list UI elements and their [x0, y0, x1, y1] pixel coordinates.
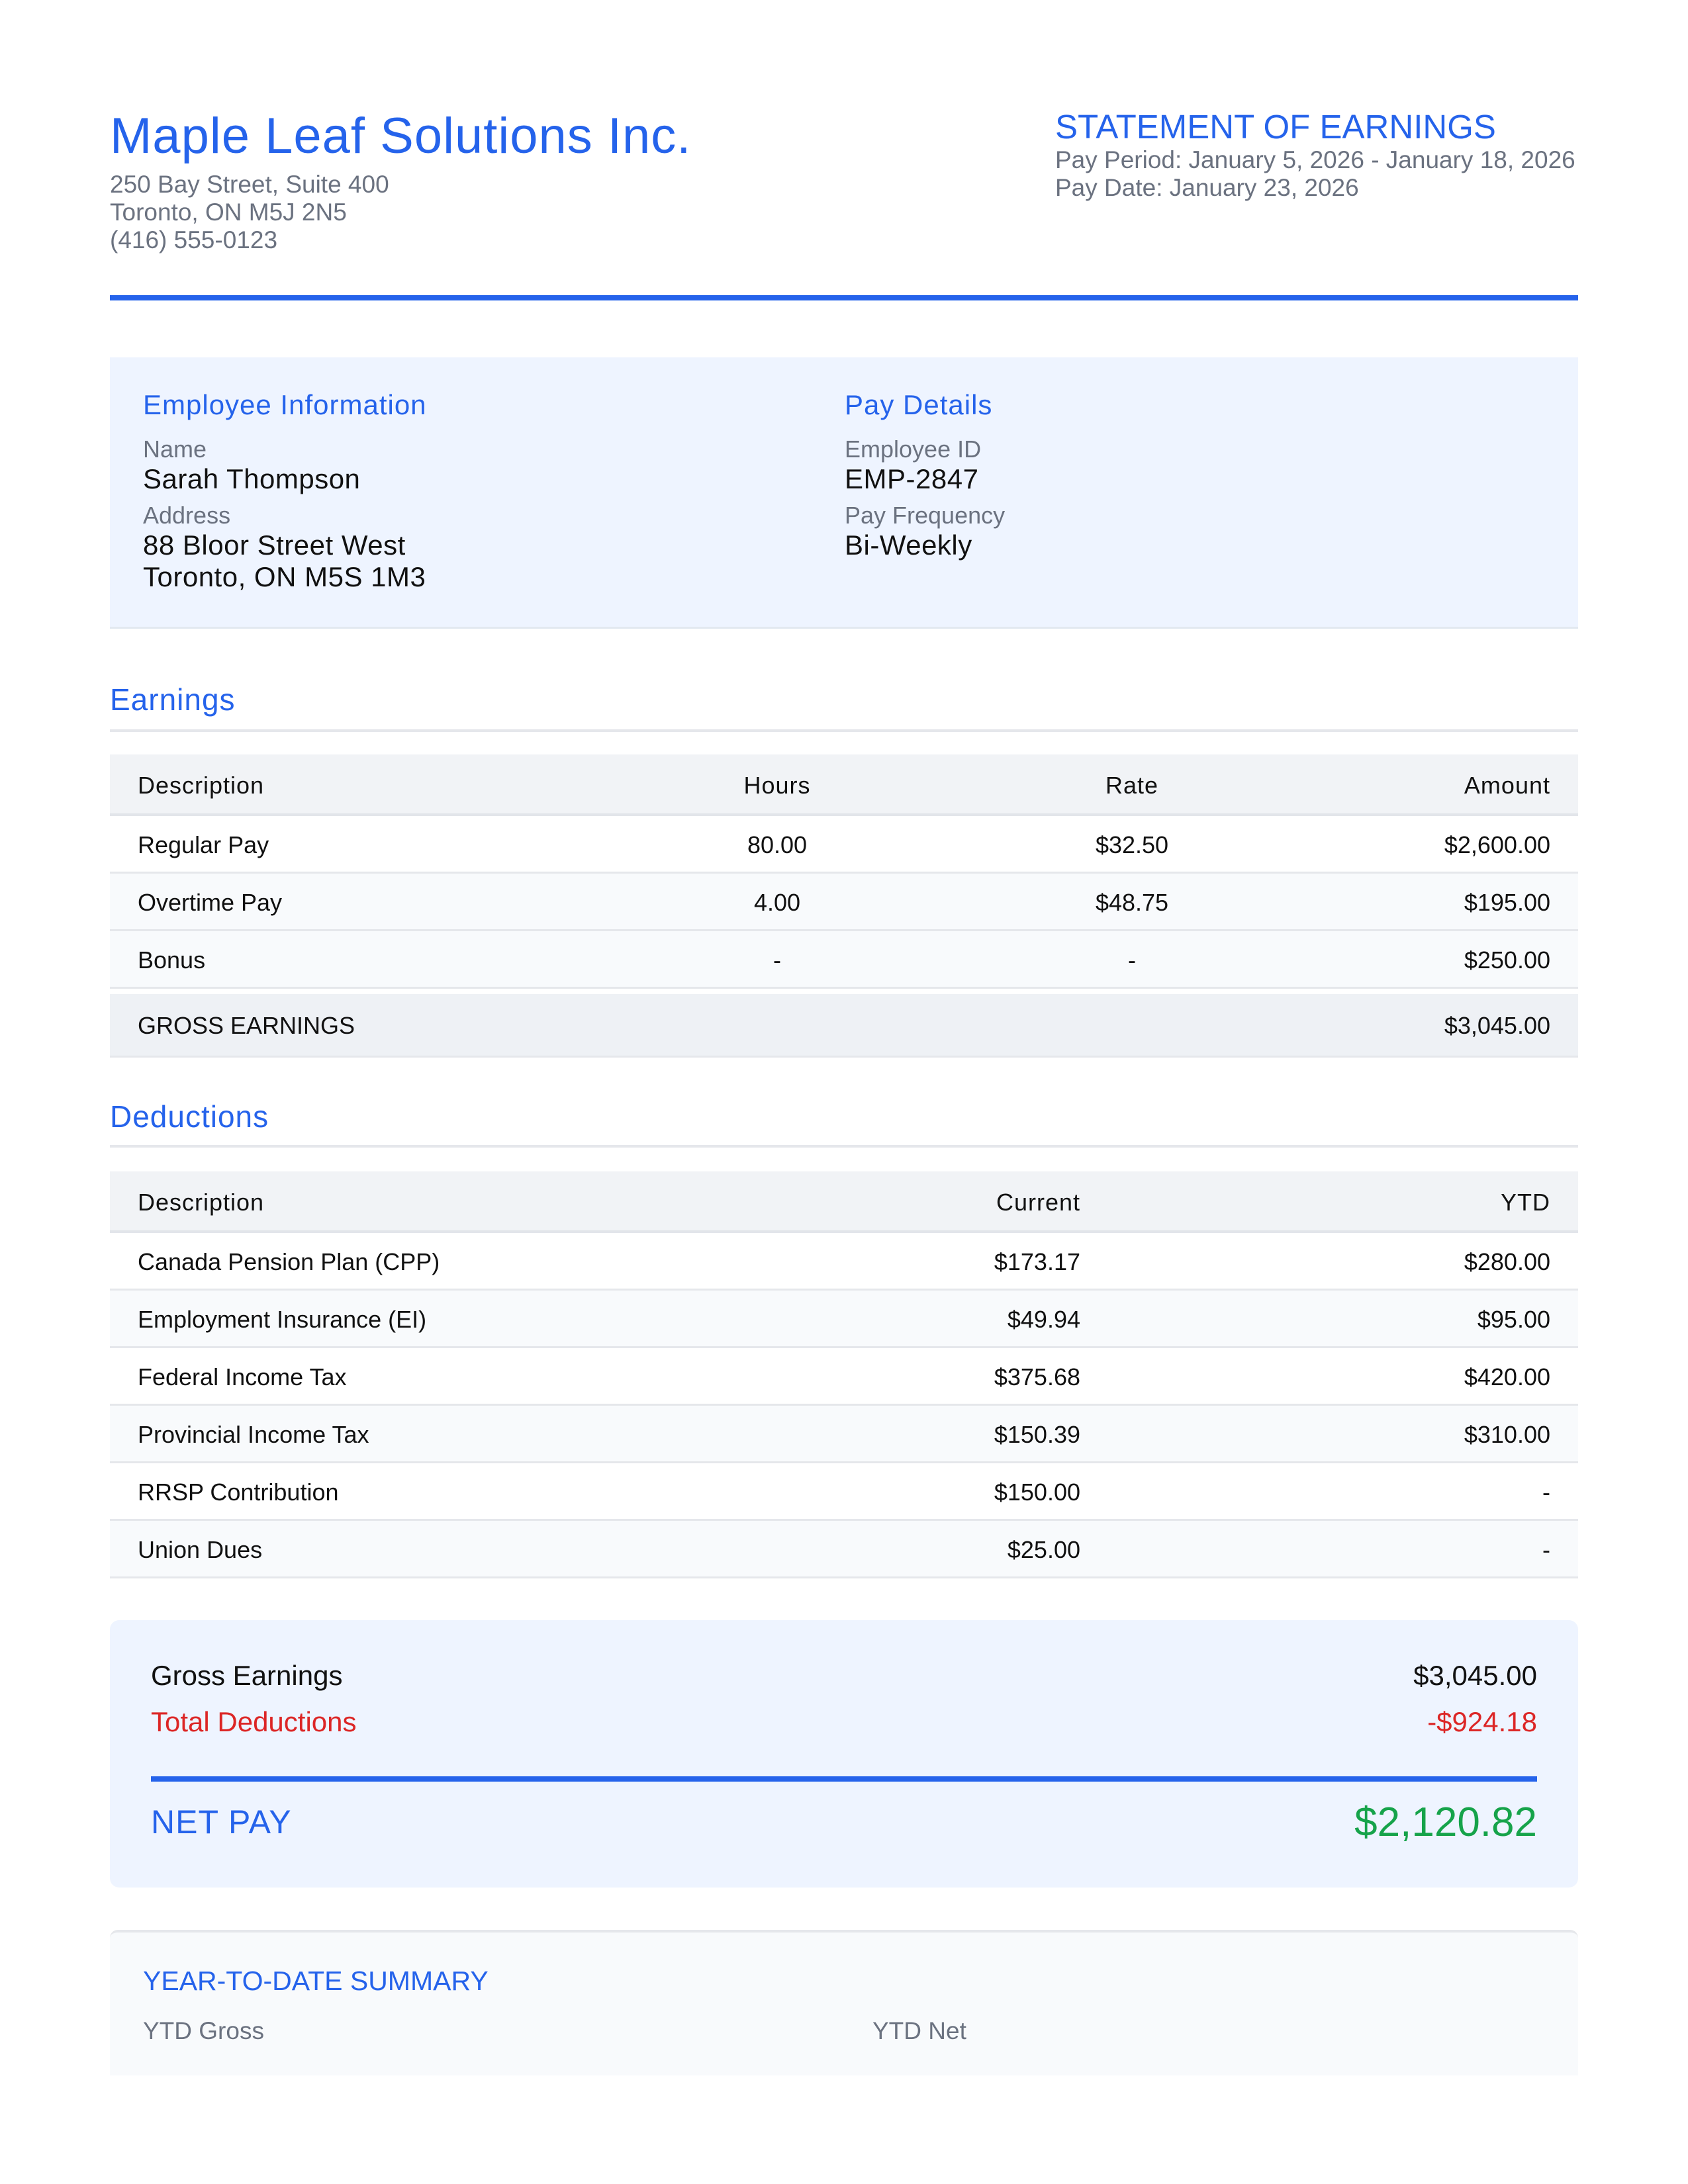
- deduction-current: $49.94: [1007, 1306, 1080, 1333]
- table-row: Overtime Pay 4.00 $48.75 $195.00: [110, 874, 1578, 931]
- deduction-ytd: $280.00: [1464, 1248, 1550, 1275]
- gross-earnings-row: GROSS EARNINGS $3,045.00: [110, 994, 1578, 1058]
- deduction-ytd: $310.00: [1464, 1421, 1550, 1448]
- summary-gross-value: $3,045.00: [1413, 1660, 1537, 1691]
- earnings-col-rate: Rate: [1105, 772, 1159, 799]
- earning-description: Overtime Pay: [138, 889, 283, 916]
- pay-details-heading: Pay Details: [845, 389, 993, 420]
- ytd-net-label: YTD Net: [872, 2017, 966, 2044]
- earning-rate: $32.50: [1095, 831, 1169, 858]
- earnings-col-amount: Amount: [1464, 772, 1550, 799]
- deduction-description: Canada Pension Plan (CPP): [138, 1248, 440, 1275]
- earning-amount: $195.00: [1464, 889, 1550, 916]
- employee-information: Employee Information Name Sarah Thompson…: [143, 389, 427, 600]
- earnings-col-description: Description: [138, 772, 265, 799]
- table-row: Federal Income Tax $375.68 $420.00: [110, 1348, 1578, 1406]
- table-row: Provincial Income Tax $150.39 $310.00: [110, 1406, 1578, 1463]
- deductions-col-current: Current: [996, 1189, 1080, 1216]
- company-address: 250 Bay Street, Suite 400 Toronto, ON M5…: [110, 171, 389, 254]
- earnings-header-row: Description Hours Rate Amount: [110, 754, 1578, 816]
- deduction-current: $25.00: [1007, 1536, 1080, 1563]
- statement-header: Maple Leaf Solutions Inc. 250 Bay Street…: [110, 0, 1578, 301]
- address-label: Address: [143, 502, 231, 529]
- earning-hours: 4.00: [753, 889, 801, 916]
- deduction-description: Federal Income Tax: [138, 1363, 347, 1390]
- statement-info: STATEMENT OF EARNINGS Pay Period: Januar…: [1055, 107, 1575, 202]
- earning-hours: 80.00: [747, 831, 808, 858]
- deduction-current: $375.68: [994, 1363, 1080, 1390]
- deductions-col-ytd: YTD: [1501, 1189, 1550, 1216]
- employee-address-line2: Toronto, ON M5S 1M3: [143, 561, 426, 592]
- table-row: Employment Insurance (EI) $49.94 $95.00: [110, 1291, 1578, 1348]
- deduction-description: Provincial Income Tax: [138, 1421, 369, 1448]
- earnings-divider: [110, 729, 1578, 732]
- deduction-current: $150.00: [994, 1479, 1080, 1506]
- ytd-gross-label: YTD Gross: [143, 2017, 264, 2044]
- employee-address-line1: 88 Bloor Street West: [143, 529, 406, 561]
- employee-info-panel: Employee Information Name Sarah Thompson…: [110, 357, 1578, 629]
- table-row: Regular Pay 80.00 $32.50 $2,600.00: [110, 816, 1578, 874]
- employee-info-heading: Employee Information: [143, 389, 427, 420]
- deduction-current: $150.39: [994, 1421, 1080, 1448]
- table-row: Canada Pension Plan (CPP) $173.17 $280.0…: [110, 1233, 1578, 1291]
- company-name: Maple Leaf Solutions Inc.: [110, 108, 692, 164]
- earning-description: Bonus: [138, 946, 206, 974]
- earning-amount: $250.00: [1464, 946, 1550, 974]
- statement-title: STATEMENT OF EARNINGS: [1055, 108, 1496, 146]
- pay-frequency: Bi-Weekly: [845, 529, 972, 561]
- employee-id-label: Employee ID: [845, 435, 982, 463]
- deductions-title: Deductions: [110, 1099, 269, 1134]
- summary-divider: [151, 1776, 1537, 1782]
- gross-earnings-value: $3,045.00: [1444, 1012, 1550, 1039]
- summary-deductions-label: Total Deductions: [151, 1706, 357, 1737]
- table-row: Union Dues $25.00 -: [110, 1521, 1578, 1578]
- deduction-ytd: $420.00: [1464, 1363, 1550, 1390]
- net-pay-value: $2,120.82: [1354, 1799, 1537, 1845]
- earning-hours: -: [773, 946, 781, 974]
- earnings-col-hours: Hours: [743, 772, 811, 799]
- pay-details: Pay Details Employee ID EMP-2847 Pay Fre…: [845, 389, 1005, 568]
- name-label: Name: [143, 435, 207, 463]
- earning-amount: $2,600.00: [1444, 831, 1550, 858]
- pay-statement: Maple Leaf Solutions Inc. 250 Bay Street…: [110, 0, 1578, 2075]
- ytd-title: YEAR-TO-DATE SUMMARY: [143, 1966, 489, 1996]
- net-pay-summary: Gross Earnings $3,045.00 Total Deduction…: [110, 1620, 1578, 1888]
- ytd-summary: YEAR-TO-DATE SUMMARY YTD Gross YTD Net: [110, 1930, 1578, 2075]
- deductions-divider: [110, 1145, 1578, 1148]
- employee-name: Sarah Thompson: [143, 463, 361, 494]
- summary-deductions-value: -$924.18: [1427, 1706, 1537, 1737]
- deduction-description: Employment Insurance (EI): [138, 1306, 427, 1333]
- pay-frequency-label: Pay Frequency: [845, 502, 1006, 529]
- pay-period: Pay Period: January 5, 2026 - January 18…: [1055, 146, 1575, 173]
- deduction-description: RRSP Contribution: [138, 1479, 339, 1506]
- deduction-description: Union Dues: [138, 1536, 263, 1563]
- earning-rate: -: [1128, 946, 1136, 974]
- summary-gross-label: Gross Earnings: [151, 1660, 343, 1691]
- table-row: Bonus - - $250.00: [110, 931, 1578, 989]
- deduction-current: $173.17: [994, 1248, 1080, 1275]
- deductions-col-description: Description: [138, 1189, 265, 1216]
- earning-rate: $48.75: [1095, 889, 1169, 916]
- deduction-ytd: $95.00: [1477, 1306, 1550, 1333]
- deduction-ytd: -: [1542, 1536, 1550, 1563]
- net-pay-label: NET PAY: [151, 1803, 292, 1841]
- company-phone: (416) 555-0123: [110, 226, 278, 253]
- header-divider: [110, 295, 1578, 300]
- company-address-line1: 250 Bay Street, Suite 400: [110, 171, 389, 198]
- gross-earnings-label: GROSS EARNINGS: [138, 1012, 355, 1039]
- earning-description: Regular Pay: [138, 831, 269, 858]
- deduction-ytd: -: [1542, 1479, 1550, 1506]
- deductions-table: Description Current YTD Canada Pension P…: [110, 1171, 1578, 1578]
- table-row: RRSP Contribution $150.00 -: [110, 1463, 1578, 1521]
- earnings-title: Earnings: [110, 682, 236, 717]
- employee-id: EMP-2847: [845, 463, 979, 494]
- company-address-line2: Toronto, ON M5J 2N5: [110, 199, 347, 226]
- deductions-header-row: Description Current YTD: [110, 1171, 1578, 1233]
- pay-date: Pay Date: January 23, 2026: [1055, 174, 1359, 201]
- earnings-table: Description Hours Rate Amount Regular Pa…: [110, 754, 1578, 1058]
